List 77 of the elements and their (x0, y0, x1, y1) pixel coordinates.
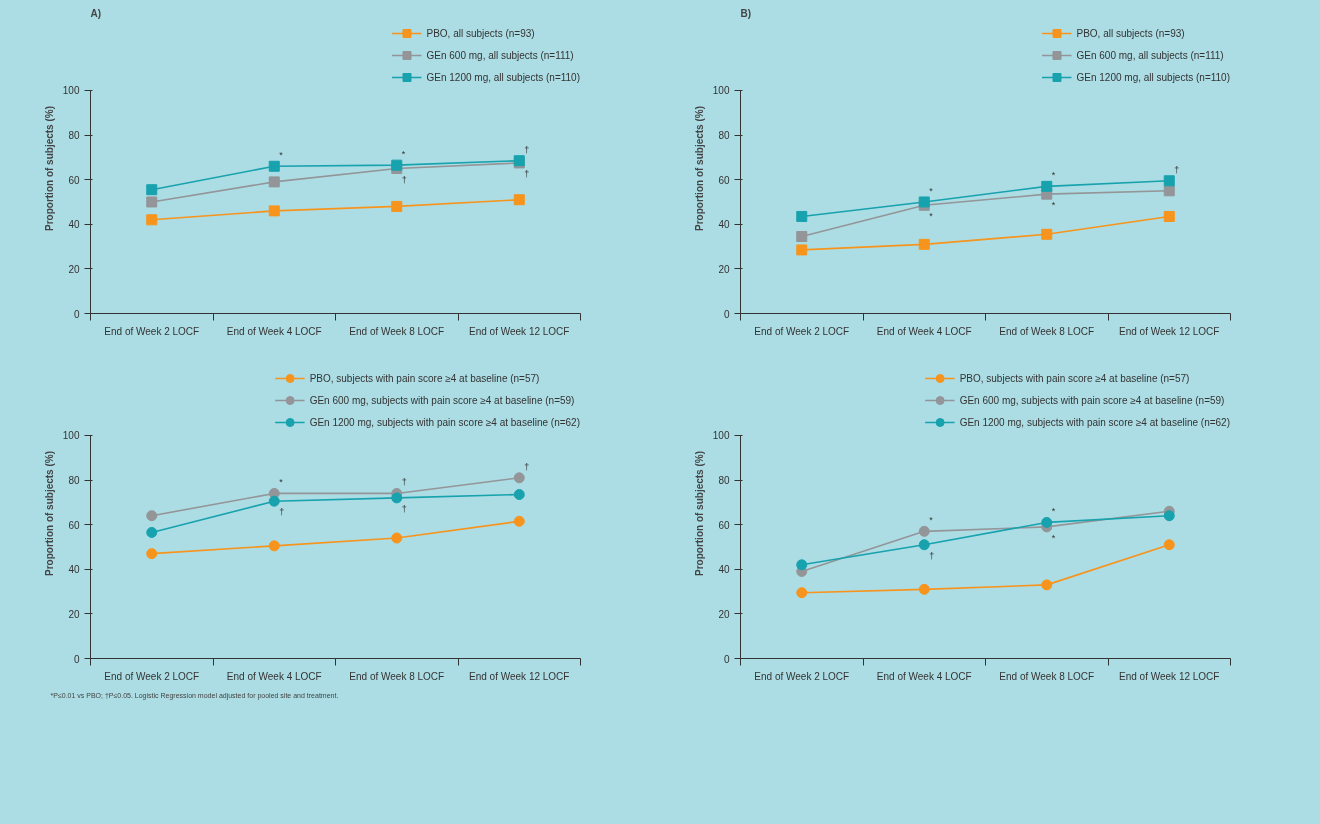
annotation: * (929, 211, 934, 222)
y-tick-label: 60 (718, 174, 730, 186)
y-tick-label: 40 (68, 564, 80, 576)
y-tick-label: 0 (73, 308, 80, 320)
y-axis-title: Proportion of subjects (%) (693, 106, 705, 231)
x-tick-label: End of Week 4 LOCF (876, 670, 972, 682)
y-tick-label: 60 (68, 174, 80, 186)
legend-label: PBO, subjects with pain score ≥4 at baseline (n=57) (959, 372, 1190, 384)
x-tick-label: End of Week 12 LOCF (1119, 670, 1220, 682)
annotation: † (401, 503, 407, 514)
x-tick-label: End of Week 8 LOCF (999, 325, 1095, 337)
legend-label: GEn 1200 mg, subjects with pain score ≥4 at baseline (n=62) (309, 416, 580, 428)
y-tick-label: 100 (712, 85, 730, 97)
x-tick-label: End of Week 2 LOCF (754, 670, 850, 682)
x-tick-label: End of Week 12 LOCF (1119, 325, 1220, 337)
annotation: † (929, 550, 935, 561)
annotation: * (279, 150, 284, 161)
y-axis-title: Proportion of subjects (%) (693, 451, 705, 576)
x-tick-label: End of Week 4 LOCF (226, 325, 322, 337)
legend-label: PBO, all subjects (n=93) (1076, 27, 1185, 39)
y-tick-label: 20 (68, 608, 80, 620)
y-axis-title: Proportion of subjects (%) (43, 106, 55, 231)
y-tick-label: 40 (68, 219, 80, 231)
legend-label: PBO, subjects with pain score ≥4 at baseline (n=57) (309, 372, 540, 384)
x-tick-label: End of Week 8 LOCF (999, 670, 1095, 682)
annotation: † (524, 168, 530, 179)
y-tick-label: 0 (73, 653, 80, 665)
y-tick-label: 80 (68, 130, 80, 142)
y-tick-label: 60 (718, 519, 730, 531)
annotation: † (524, 461, 530, 472)
annotation: † (1174, 164, 1180, 175)
y-tick-label: 80 (68, 475, 80, 487)
y-tick-label: 100 (62, 430, 80, 442)
y-tick-label: 20 (718, 263, 730, 275)
y-tick-label: 0 (723, 308, 730, 320)
x-tick-label: End of Week 8 LOCF (349, 670, 445, 682)
y-tick-label: 100 (712, 430, 730, 442)
y-tick-label: 80 (718, 130, 730, 142)
legend-label: GEn 600 mg, subjects with pain score ≥4 at baseline (n=59) (959, 394, 1225, 406)
x-tick-label: End of Week 8 LOCF (349, 325, 445, 337)
annotation: * (1051, 200, 1056, 211)
chart-title: B) (740, 7, 752, 19)
y-tick-label: 20 (718, 608, 730, 620)
annotation: † (279, 507, 285, 518)
x-tick-label: End of Week 12 LOCF (469, 325, 570, 337)
annotation: * (1051, 170, 1056, 181)
annotation: * (1051, 506, 1056, 517)
y-tick-label: 20 (68, 263, 80, 275)
annotation: † (401, 174, 407, 185)
annotation: † (524, 144, 530, 155)
x-tick-label: End of Week 2 LOCF (104, 325, 200, 337)
x-tick-label: End of Week 4 LOCF (876, 325, 972, 337)
legend-label: GEn 1200 mg, all subjects (n=110) (1076, 71, 1230, 83)
x-tick-label: End of Week 2 LOCF (754, 325, 850, 337)
y-axis-title: Proportion of subjects (%) (43, 451, 55, 576)
annotation: † (401, 477, 407, 488)
legend-label: GEn 600 mg, subjects with pain score ≥4 at baseline (n=59) (309, 394, 575, 406)
annotation: * (929, 185, 934, 196)
y-tick-label: 40 (718, 564, 730, 576)
x-tick-label: End of Week 4 LOCF (226, 670, 322, 682)
y-tick-label: 0 (723, 653, 730, 665)
y-tick-label: 100 (62, 85, 80, 97)
annotation: * (929, 515, 934, 526)
legend-label: PBO, all subjects (n=93) (426, 27, 535, 39)
x-tick-label: End of Week 2 LOCF (104, 670, 200, 682)
x-tick-label: End of Week 12 LOCF (469, 670, 570, 682)
legend-label: GEn 1200 mg, subjects with pain score ≥4 at baseline (n=62) (959, 416, 1230, 428)
annotation: * (401, 149, 406, 160)
legend-label: GEn 600 mg, all subjects (n=111) (426, 49, 574, 61)
chart-title: A) (90, 7, 102, 19)
y-tick-label: 60 (68, 519, 80, 531)
annotation: * (279, 477, 284, 488)
legend-label: GEn 1200 mg, all subjects (n=110) (426, 71, 580, 83)
legend-label: GEn 600 mg, all subjects (n=111) (1076, 49, 1224, 61)
annotation: * (1051, 532, 1056, 543)
y-tick-label: 80 (718, 475, 730, 487)
y-tick-label: 40 (718, 219, 730, 231)
